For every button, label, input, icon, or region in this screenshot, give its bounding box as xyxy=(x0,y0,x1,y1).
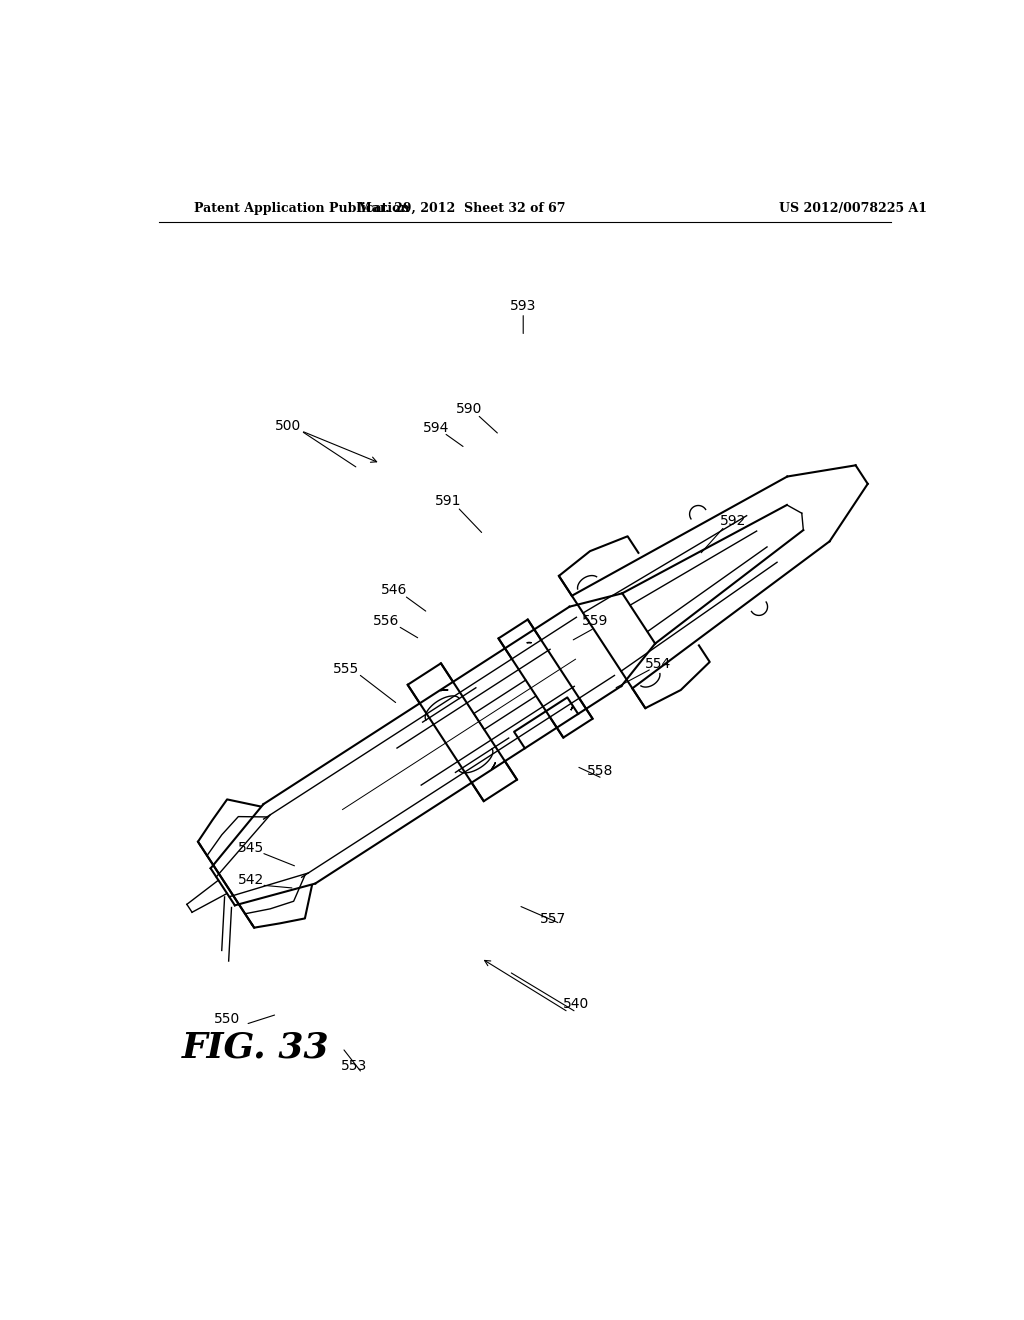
Text: 540: 540 xyxy=(563,997,590,1011)
Text: 594: 594 xyxy=(423,421,450,434)
Text: US 2012/0078225 A1: US 2012/0078225 A1 xyxy=(779,202,927,215)
Text: 553: 553 xyxy=(341,1059,368,1073)
Text: 591: 591 xyxy=(434,494,461,508)
Text: FIG. 33: FIG. 33 xyxy=(182,1031,330,1065)
Text: 556: 556 xyxy=(373,614,399,628)
Text: 558: 558 xyxy=(587,764,613,779)
Text: 592: 592 xyxy=(720,515,745,528)
Text: 550: 550 xyxy=(214,1012,241,1026)
Text: 500: 500 xyxy=(275,418,301,433)
Text: Patent Application Publication: Patent Application Publication xyxy=(194,202,410,215)
Text: 557: 557 xyxy=(540,912,565,925)
Text: Mar. 29, 2012  Sheet 32 of 67: Mar. 29, 2012 Sheet 32 of 67 xyxy=(357,202,565,215)
Text: 546: 546 xyxy=(381,583,408,598)
Text: 593: 593 xyxy=(510,298,537,313)
Text: 590: 590 xyxy=(456,403,482,416)
Text: 559: 559 xyxy=(582,614,608,628)
Text: 545: 545 xyxy=(238,841,264,854)
Text: 554: 554 xyxy=(645,656,672,671)
Text: 542: 542 xyxy=(238,873,264,887)
Text: 555: 555 xyxy=(333,661,359,676)
